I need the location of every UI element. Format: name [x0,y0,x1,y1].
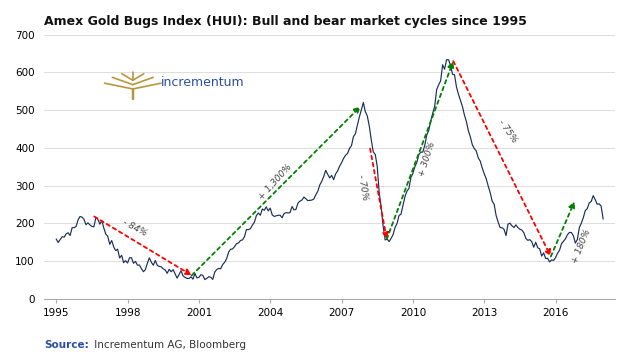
Text: - 84%: - 84% [121,218,148,238]
Text: + 1,300%: + 1,300% [256,162,294,201]
Text: - 75%: - 75% [497,118,519,144]
Text: Incrementum AG, Bloomberg: Incrementum AG, Bloomberg [91,340,246,350]
Text: Amex Gold Bugs Index (HUI): Bull and bear market cycles since 1995: Amex Gold Bugs Index (HUI): Bull and bea… [44,15,527,28]
Text: incrementum: incrementum [161,76,245,89]
Text: - 70%: - 70% [356,174,370,201]
Text: + 180%: + 180% [571,228,593,264]
Text: + 300%: + 300% [417,141,437,178]
Text: Source:: Source: [44,340,89,350]
